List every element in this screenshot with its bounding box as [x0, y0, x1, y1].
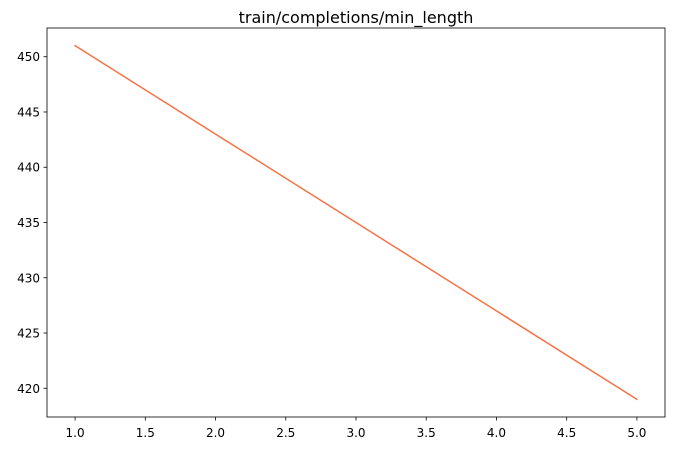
x-tick-label: 1.5 — [136, 426, 155, 440]
y-tick-label: 450 — [17, 50, 40, 64]
x-tick-label: 2.0 — [206, 426, 225, 440]
x-tick-label: 2.5 — [276, 426, 295, 440]
x-tick-label: 3.0 — [346, 426, 365, 440]
plot-frame — [46, 27, 666, 418]
y-tick-label: 430 — [17, 271, 40, 285]
x-tick-label: 3.5 — [417, 426, 436, 440]
y-tick-label: 425 — [17, 327, 40, 341]
x-tick-label: 4.0 — [487, 426, 506, 440]
x-tick-label: 4.5 — [557, 426, 576, 440]
y-tick-label: 440 — [17, 161, 40, 175]
x-tick-label: 5.0 — [627, 426, 646, 440]
chart-title: train/completions/min_length — [239, 8, 474, 28]
y-tick-label: 420 — [17, 382, 40, 396]
series-line-0 — [74, 44, 638, 401]
series-layer — [74, 44, 638, 401]
y-tick-label: 445 — [17, 105, 40, 119]
x-tick-label: 1.0 — [66, 426, 85, 440]
axes-layer: 1.0 1.5 2.0 2.5 3.0 3.5 4.0 4.5 5.0 420 425 430 435 4… — [17, 50, 646, 440]
y-tick-label: 435 — [17, 216, 40, 230]
